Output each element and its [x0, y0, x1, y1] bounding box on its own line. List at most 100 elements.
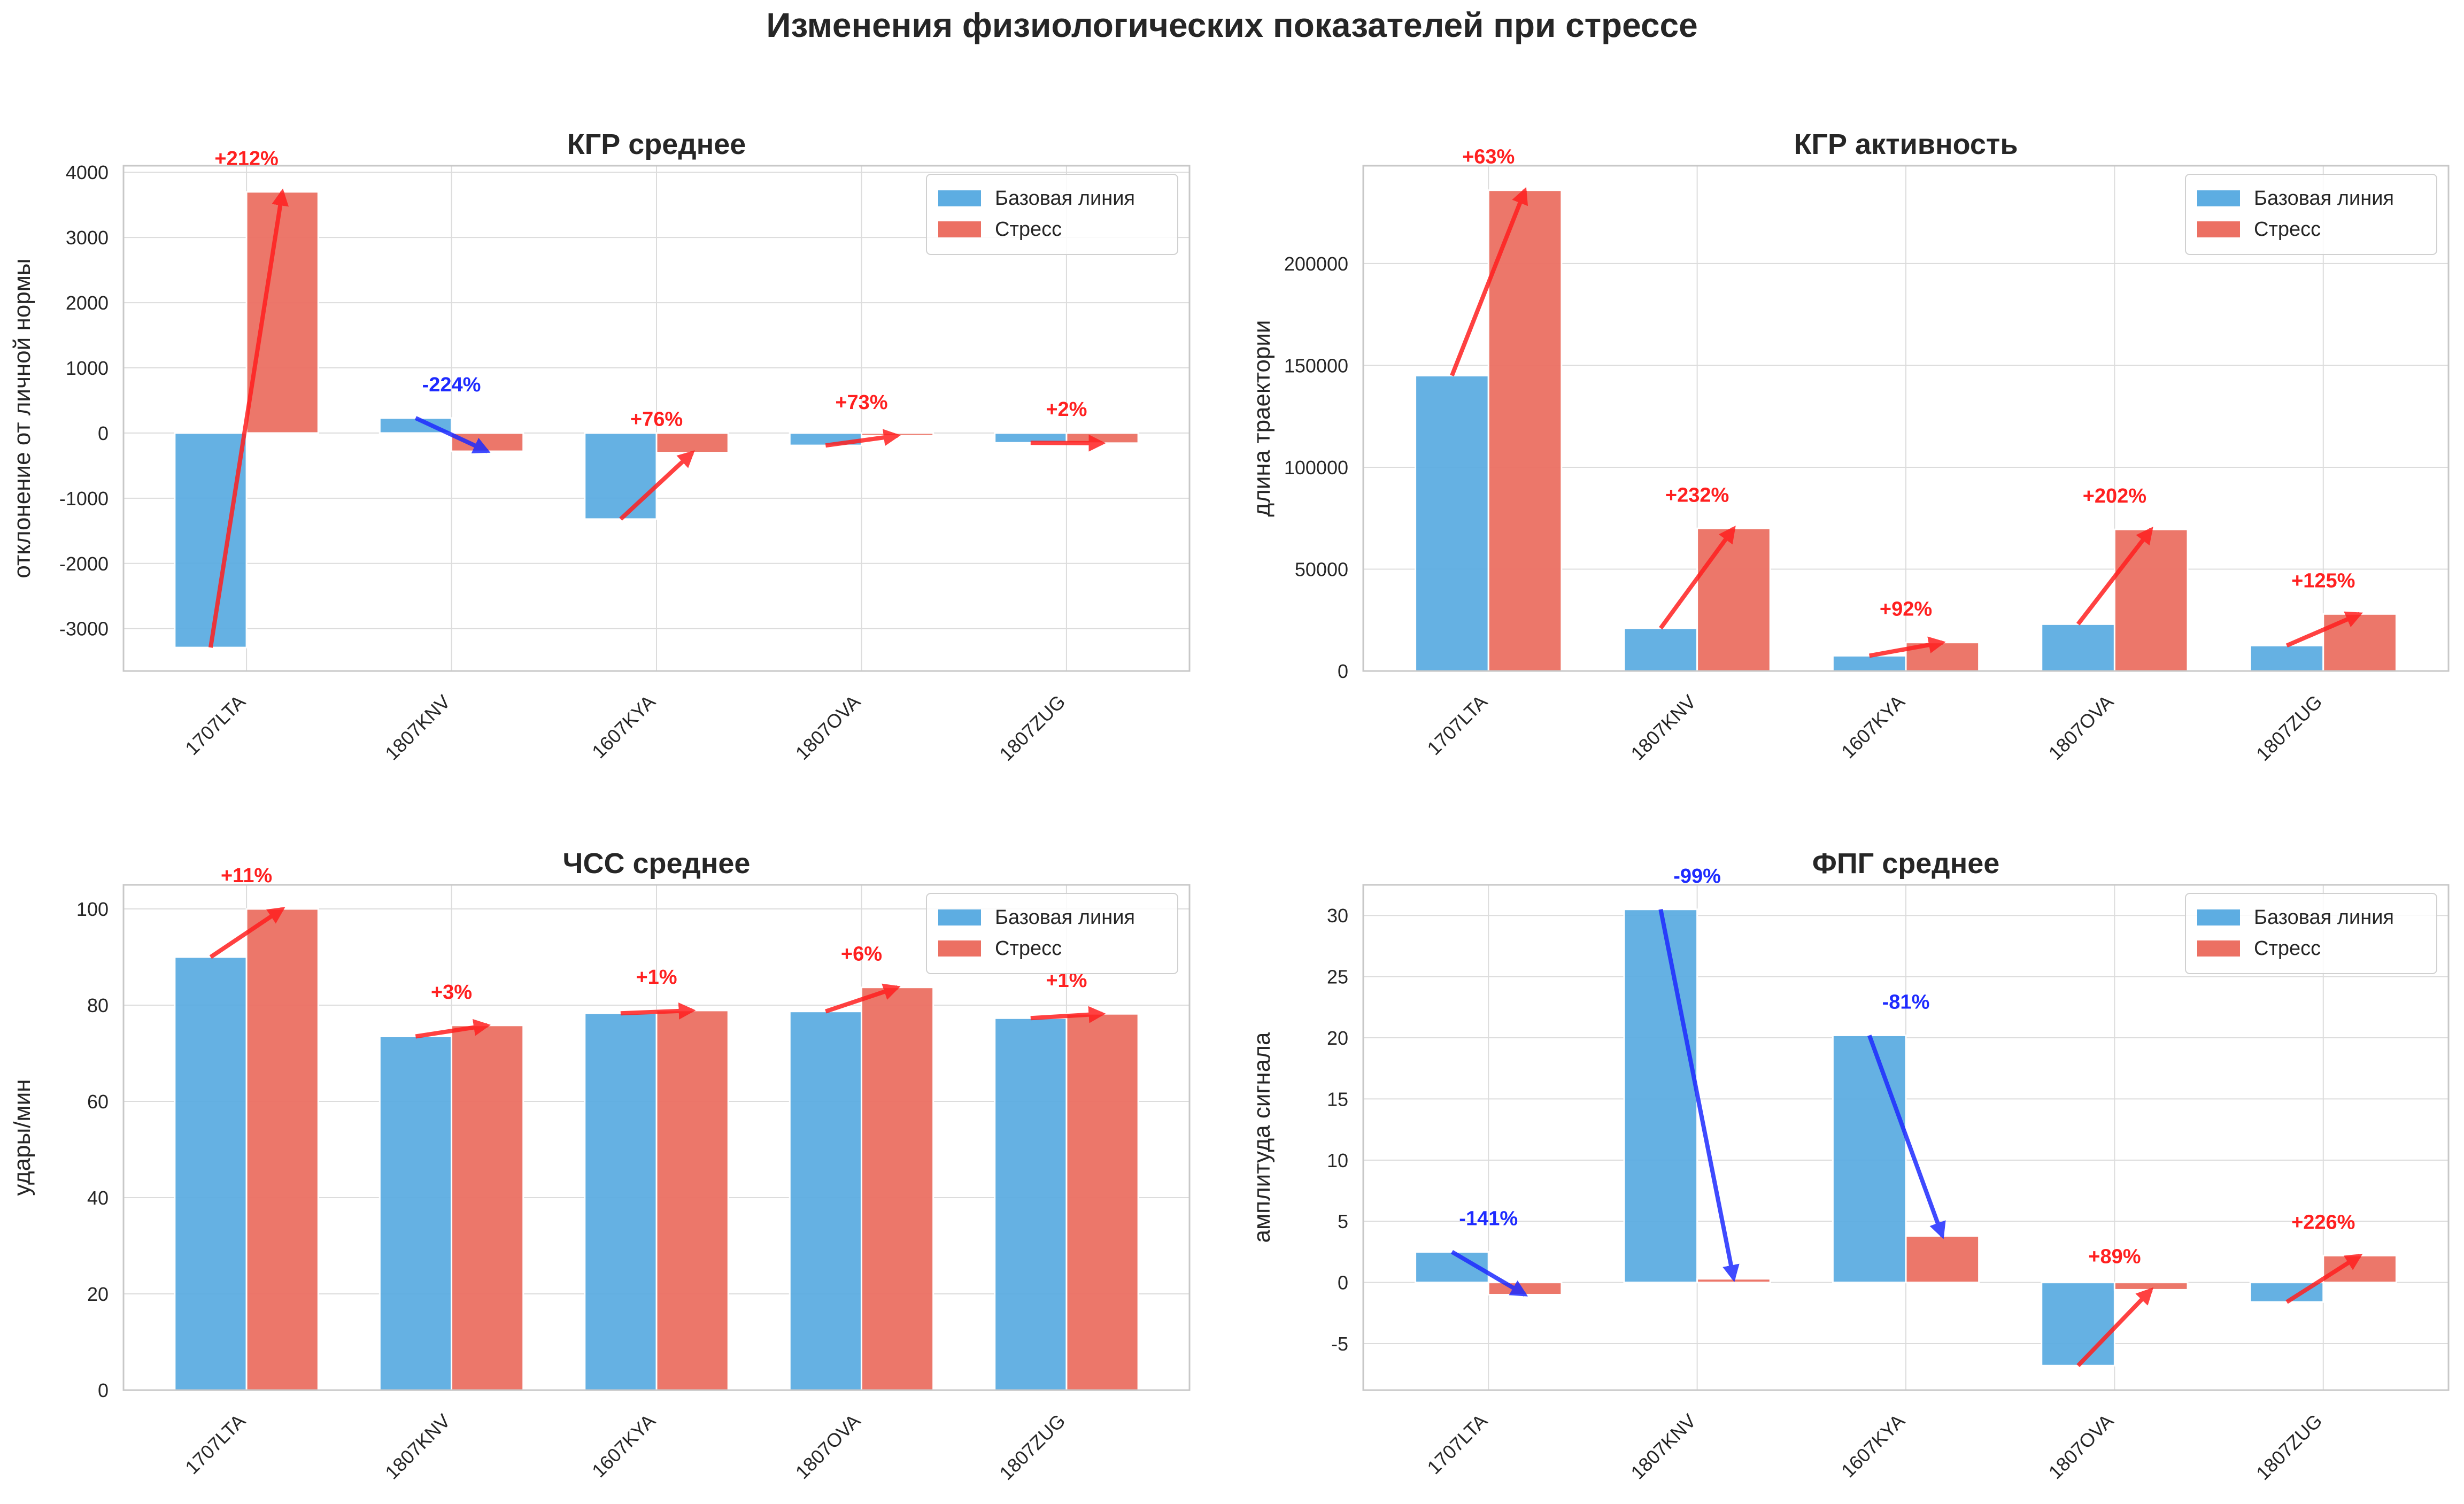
bar-stress: [451, 432, 524, 452]
y-tick-label: 2000: [66, 292, 109, 314]
x-tick-label: 1807KNV: [1626, 691, 1700, 765]
change-arrow: [2285, 1253, 2363, 1304]
change-label: -99%: [1673, 865, 1721, 888]
subplot-2: +63% +232% +92% +202% +125% 0 50000 100000 15000…: [1249, 128, 2450, 765]
x-tick-label: 1607KYA: [588, 691, 660, 763]
y-tick-label: 4000: [66, 161, 109, 183]
bar-stress: [655, 1009, 729, 1391]
legend-label: Стресс: [995, 218, 1062, 241]
y-tick-label: -1000: [59, 488, 109, 510]
legend-swatch: [938, 940, 981, 957]
y-tick-label: 3000: [66, 227, 109, 249]
change-label: -224%: [422, 374, 481, 396]
y-axis-label: амплитуда сигнала: [1249, 1032, 1275, 1243]
bar-baseline: [584, 1012, 658, 1391]
y-tick-label: 15: [1327, 1088, 1348, 1110]
change-arrow: [1450, 187, 1528, 376]
bar-baseline: [789, 1011, 862, 1391]
y-tick-label: 200000: [1284, 253, 1348, 275]
y-tick-label: -3000: [59, 618, 109, 640]
change-label: +202%: [2083, 485, 2146, 507]
change-arrow: [209, 907, 285, 959]
change-arrow: [1659, 526, 1736, 630]
bar-baseline: [2249, 644, 2324, 672]
axes-border: [1362, 884, 2450, 1391]
x-tick-label: 1807OVA: [791, 1410, 864, 1483]
change-label: -81%: [1882, 991, 1930, 1013]
legend-label: Базовая линия: [2254, 906, 2394, 929]
bar-stress: [1696, 527, 1771, 672]
change-label: +3%: [431, 981, 472, 1004]
change-arrow: [2076, 527, 2153, 626]
change-label: +1%: [636, 966, 677, 989]
bar-stress: [1487, 189, 1563, 672]
legend-swatch: [2197, 221, 2240, 237]
legend-swatch: [2197, 909, 2240, 925]
change-label: +63%: [1462, 146, 1515, 168]
change-label: +2%: [1046, 398, 1087, 421]
legend-label: Базовая линия: [995, 187, 1135, 210]
axes-border: [122, 165, 1191, 672]
change-arrow: [619, 450, 695, 521]
x-tick-label: 1807OVA: [2044, 691, 2118, 764]
y-tick-label: 5: [1338, 1210, 1348, 1232]
change-arrow: [620, 1002, 696, 1020]
change-label: +89%: [2088, 1245, 2141, 1268]
legend-swatch: [938, 909, 981, 925]
y-tick-label: -5: [1331, 1333, 1348, 1355]
change-arrow: [825, 983, 901, 1014]
y-tick-label: 100000: [1284, 457, 1348, 479]
y-tick-label: 10: [1327, 1150, 1348, 1171]
change-label: +76%: [630, 408, 683, 431]
x-tick-label: 1807OVA: [2044, 1410, 2118, 1483]
y-tick-label: 60: [87, 1091, 109, 1113]
change-label: +125%: [2291, 569, 2355, 592]
legend: Базовая линия Стресс: [926, 174, 1178, 255]
bar-baseline: [1832, 654, 1907, 672]
x-tick-label: 1807ZUG: [2252, 691, 2326, 765]
y-tick-label: 30: [1327, 905, 1348, 927]
y-axis-label: отклонение от личной нормы: [9, 258, 35, 578]
bar-stress: [2322, 1254, 2397, 1284]
x-tick-label: 1707LTA: [181, 691, 250, 760]
axes-border: [1362, 165, 2450, 672]
subplot-title: КГР среднее: [567, 128, 746, 160]
change-arrow: [1868, 636, 1946, 658]
bar-stress: [1696, 1278, 1771, 1284]
legend: Базовая линия Стресс: [2185, 174, 2437, 255]
change-arrow: [1030, 1006, 1106, 1023]
x-tick-label: 1707LTA: [181, 1410, 250, 1479]
x-tick-label: 1807ZUG: [2252, 1410, 2326, 1484]
y-tick-label: 0: [98, 1379, 109, 1401]
bar-baseline: [174, 956, 248, 1391]
change-arrow: [2076, 1287, 2154, 1368]
y-axis-label: удары/мин: [9, 1079, 35, 1196]
change-arrow: [1867, 1035, 1946, 1239]
bar-baseline: [994, 1017, 1068, 1391]
bar-stress: [2322, 613, 2397, 672]
bar-stress: [860, 432, 934, 437]
y-tick-label: 50000: [1295, 558, 1348, 580]
change-label: +73%: [835, 391, 887, 414]
axes-border: [122, 884, 1191, 1391]
legend-label: Стресс: [2254, 937, 2321, 960]
bar-baseline: [2041, 623, 2115, 672]
bar-baseline: [174, 432, 248, 649]
legend-swatch: [938, 190, 981, 206]
change-arrow: [1658, 908, 1740, 1283]
legend-label: Стресс: [2254, 218, 2321, 241]
x-tick-label: 1807KNV: [381, 1410, 454, 1484]
change-label: +226%: [2291, 1211, 2355, 1233]
change-label: +92%: [1880, 598, 1932, 621]
y-tick-label: 20: [87, 1283, 109, 1305]
legend-swatch: [2197, 940, 2240, 957]
x-tick-label: 1707LTA: [1423, 691, 1492, 760]
legend-swatch: [938, 221, 981, 237]
subplot-1: +212%-224%+76%+73% +2%-3000-2000-10000100…: [9, 128, 1191, 765]
subplot-title: ЧСС среднее: [563, 847, 751, 880]
y-axis-label: длина траектории: [1249, 320, 1275, 517]
legend-box: [2185, 893, 2437, 974]
